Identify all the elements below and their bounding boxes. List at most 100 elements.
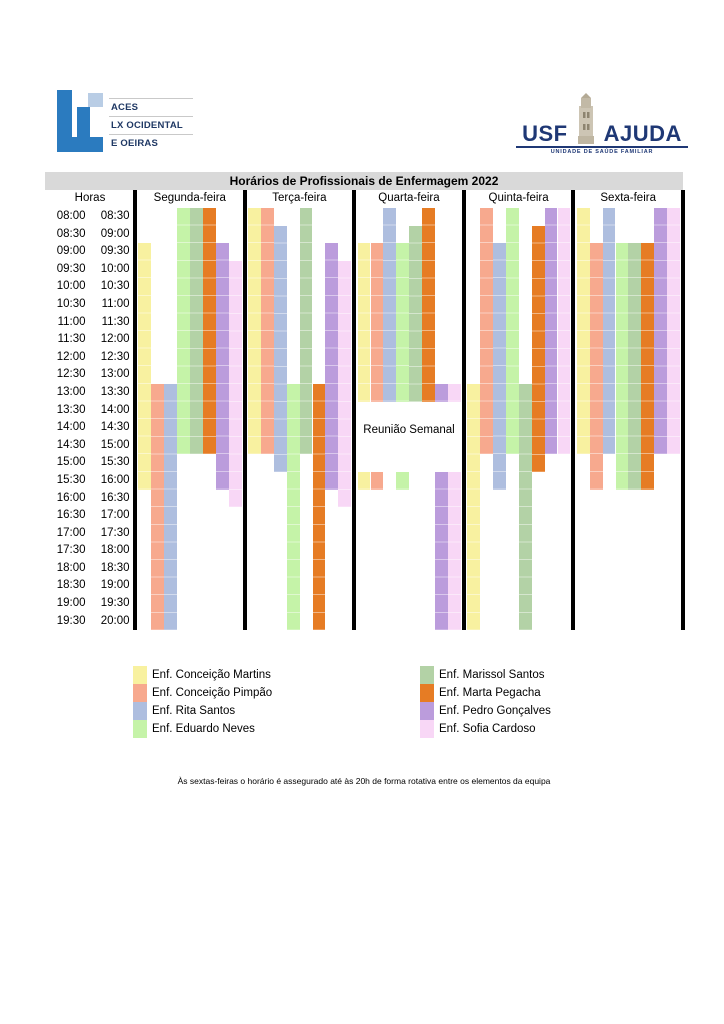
- shift-bar-eduardo: [396, 472, 410, 490]
- time-label: 14:00: [56, 421, 86, 434]
- legend-swatch-rita: [133, 702, 147, 720]
- time-row: 13:30 14:00: [45, 402, 135, 420]
- time-label: 17:30: [56, 544, 86, 557]
- time-label: 14:30: [100, 421, 130, 434]
- time-label: 20:00: [100, 614, 130, 627]
- time-row: 11:00 11:30: [45, 314, 135, 332]
- time-label: 10:00: [56, 280, 86, 293]
- shift-bar-pedro: [435, 384, 448, 402]
- shift-bar-eduardo: [396, 243, 410, 402]
- shift-bar-marta: [312, 384, 326, 631]
- legend-label-eduardo: Enf. Eduardo Neves: [152, 723, 255, 735]
- legend-item-rita: Enf. Rita Santos: [133, 702, 272, 720]
- aces-logo: ACES LX OCIDENTAL E OEIRAS: [57, 90, 193, 152]
- time-label: 10:30: [56, 297, 86, 310]
- shift-bar-pimpao: [589, 243, 603, 490]
- time-label: 15:00: [56, 456, 86, 469]
- time-label: 16:00: [100, 473, 130, 486]
- shift-bar-martins: [138, 243, 152, 490]
- time-row: 13:00 13:30: [45, 384, 135, 402]
- time-label: 09:30: [100, 245, 130, 258]
- time-label: 08:30: [56, 227, 86, 240]
- shift-bar-rita: [164, 384, 178, 631]
- shift-bar-sofia: [447, 472, 461, 631]
- time-label: 15:00: [100, 438, 130, 451]
- time-label: 11:00: [101, 297, 130, 310]
- shift-bar-eduardo: [286, 384, 300, 631]
- time-row: 15:00 15:30: [45, 454, 135, 472]
- time-label: 16:00: [56, 491, 86, 504]
- time-label: 14:30: [56, 438, 86, 451]
- time-label: 17:00: [100, 509, 130, 522]
- legend-swatch-pedro: [420, 702, 434, 720]
- shift-bar-sofia: [557, 208, 571, 455]
- usf-logo-text-right: AJUDA: [603, 121, 682, 146]
- legend-label-pimpao: Enf. Conceição Pimpão: [152, 687, 273, 699]
- day-header-5: Sexta-feira: [600, 192, 656, 204]
- column-separator: [242, 190, 247, 631]
- time-row: 14:00 14:30: [45, 419, 135, 437]
- shift-bar-martins: [467, 384, 481, 631]
- usf-logo-text-left: USF: [522, 121, 568, 146]
- column-separator: [133, 190, 137, 631]
- shift-bar-eduardo: [177, 208, 190, 455]
- legend: Enf. Conceição Martins Enf. Conceição Pim…: [45, 666, 683, 742]
- time-row: 12:00 12:30: [45, 349, 135, 367]
- day-header-3: Quarta-feira: [378, 192, 440, 204]
- legend-item-eduardo: Enf. Eduardo Neves: [133, 720, 272, 738]
- time-label: 16:30: [56, 509, 86, 522]
- time-label: 18:00: [100, 544, 130, 557]
- day-header-1: Segunda-feira: [153, 192, 226, 204]
- time-row: 17:30 18:00: [45, 542, 135, 560]
- shift-bar-sofia: [447, 384, 461, 402]
- time-label: 19:00: [56, 597, 86, 610]
- time-label: 19:30: [100, 597, 130, 610]
- legend-item-marissol: Enf. Marissol Santos: [420, 666, 551, 684]
- shift-bar-marissol: [409, 225, 423, 402]
- time-row: 09:30 10:00: [45, 261, 135, 279]
- time-label: 13:30: [100, 385, 130, 398]
- time-label: 11:30: [57, 333, 86, 346]
- usf-ajuda-logo: USF AJUDA UNIDADE DE SAÚDE FAMILIAR: [516, 92, 688, 155]
- column-separator: [461, 190, 466, 631]
- time-label: 15:30: [100, 456, 130, 469]
- column-separator: [681, 190, 685, 631]
- time-row: 17:00 17:30: [45, 525, 135, 543]
- legend-item-pedro: Enf. Pedro Gonçalves: [420, 702, 551, 720]
- shift-bar-pedro: [654, 208, 668, 455]
- legend-swatch-martins: [133, 666, 147, 684]
- shift-bar-pedro: [544, 208, 558, 455]
- shift-bar-sofia: [667, 208, 680, 455]
- legend-label-martins: Enf. Conceição Martins: [152, 669, 271, 681]
- aces-logo-text: ACES LX OCIDENTAL E OEIRAS: [109, 98, 193, 152]
- time-row: 10:30 11:00: [45, 296, 135, 314]
- shift-bar-pimpao: [151, 384, 165, 631]
- shift-bar-marta: [202, 208, 216, 455]
- time-row: 08:30 09:00: [45, 226, 135, 244]
- time-label: 18:30: [56, 579, 86, 592]
- legend-label-rita: Enf. Rita Santos: [152, 705, 236, 717]
- shift-bar-martins: [357, 472, 371, 490]
- legend-label-marta: Enf. Marta Pegacha: [439, 687, 541, 699]
- time-row: 19:00 19:30: [45, 595, 135, 613]
- time-label: 15:30: [56, 473, 86, 486]
- time-label: 12:30: [100, 350, 130, 363]
- time-row: 14:30 15:00: [45, 437, 135, 455]
- shift-bar-pimpao: [260, 208, 274, 455]
- aces-logo-icon: [57, 90, 105, 152]
- time-label: 11:00: [57, 315, 86, 328]
- time-label: 12:30: [56, 368, 86, 381]
- time-row: 09:00 09:30: [45, 243, 135, 261]
- time-row: 15:30 16:00: [45, 472, 135, 490]
- legend-item-marta: Enf. Marta Pegacha: [420, 684, 551, 702]
- column-separator: [352, 190, 357, 631]
- legend-swatch-eduardo: [133, 720, 147, 738]
- time-label: 19:30: [56, 614, 86, 627]
- legend-right-column: Enf. Marissol Santos Enf. Marta Pegacha En…: [420, 666, 551, 738]
- footnote: Às sextas-feiras o horário é assegurado …: [177, 776, 551, 786]
- time-label: 13:00: [56, 385, 86, 398]
- shift-bar-marta: [641, 243, 655, 490]
- time-row: 18:30 19:00: [45, 577, 135, 595]
- shift-bar-sofia: [338, 260, 352, 508]
